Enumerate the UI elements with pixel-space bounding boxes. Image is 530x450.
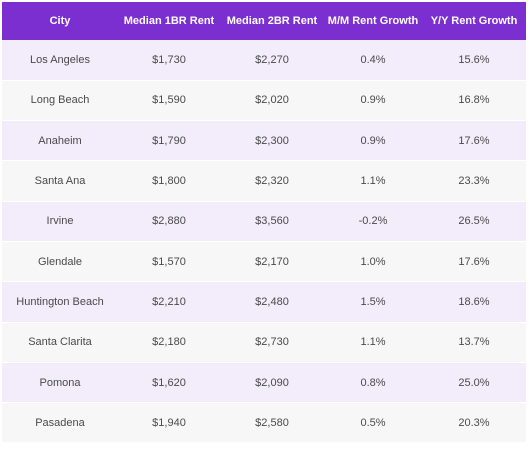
table-row: Long Beach $1,590 $2,020 0.9% 16.8% [2, 80, 526, 122]
cell-city: Irvine [2, 201, 118, 242]
cell-city: Santa Clarita [2, 322, 118, 363]
cell-yy-rent-growth: 18.6% [422, 281, 526, 323]
cell-yy-rent-growth: 25.0% [422, 362, 526, 404]
cell-yy-rent-growth: 23.3% [422, 160, 526, 202]
cell-city: Glendale [2, 241, 118, 283]
table-row: Glendale $1,570 $2,170 1.0% 17.6% [2, 241, 526, 283]
cell-mm-rent-growth: 1.1% [324, 160, 422, 202]
table-body: Los Angeles $1,730 $2,270 0.4% 15.6% Long Bea… [2, 40, 526, 444]
cell-mm-rent-growth: 0.8% [324, 362, 422, 404]
cell-median-2br-rent: $2,020 [220, 80, 324, 122]
header-yy-rent-growth: Y/Y Rent Growth [430, 15, 518, 27]
cell-city: Anaheim [2, 120, 118, 162]
table-row: Santa Clarita $2,180 $2,730 1.1% 13.7% [2, 322, 526, 363]
cell-city: Pomona [2, 362, 118, 404]
cell-median-2br-rent: $2,090 [220, 362, 324, 404]
cell-median-2br-rent: $3,560 [220, 201, 324, 242]
table-row: Irvine $2,880 $3,560 -0.2% 26.5% [2, 201, 526, 242]
cell-yy-rent-growth: 15.6% [422, 40, 526, 81]
cell-median-1br-rent: $1,940 [118, 402, 220, 444]
table-row: Pomona $1,620 $2,090 0.8% 25.0% [2, 362, 526, 404]
table-row: Anaheim $1,790 $2,300 0.9% 17.6% [2, 120, 526, 162]
header-mm-rent-growth: M/M Rent Growth [327, 15, 419, 27]
cell-median-1br-rent: $2,180 [118, 322, 220, 363]
cell-yy-rent-growth: 17.6% [422, 120, 526, 162]
cell-city: Huntington Beach [2, 281, 118, 323]
cell-yy-rent-growth: 17.6% [422, 241, 526, 283]
rent-table: City Median 1BR Rent Median 2BR Rent M/M… [2, 2, 526, 444]
cell-median-2br-rent: $2,300 [220, 120, 324, 162]
table-row: Los Angeles $1,730 $2,270 0.4% 15.6% [2, 40, 526, 81]
cell-mm-rent-growth: 1.0% [324, 241, 422, 283]
cell-median-1br-rent: $1,790 [118, 120, 220, 162]
cell-median-1br-rent: $1,620 [118, 362, 220, 404]
table-row: Pasadena $1,940 $2,580 0.5% 20.3% [2, 402, 526, 444]
cell-median-1br-rent: $2,210 [118, 281, 220, 323]
cell-city: Long Beach [2, 80, 118, 122]
cell-median-1br-rent: $1,590 [118, 80, 220, 122]
cell-mm-rent-growth: 1.5% [324, 281, 422, 323]
rent-table-container: City Median 1BR Rent Median 2BR Rent M/M… [2, 2, 526, 444]
cell-mm-rent-growth: 1.1% [324, 322, 422, 363]
cell-median-1br-rent: $1,730 [118, 40, 220, 81]
cell-median-2br-rent: $2,480 [220, 281, 324, 323]
cell-median-1br-rent: $1,800 [118, 160, 220, 202]
cell-median-1br-rent: $2,880 [118, 201, 220, 242]
cell-yy-rent-growth: 16.8% [422, 80, 526, 122]
cell-median-2br-rent: $2,270 [220, 40, 324, 81]
cell-city: Pasadena [2, 402, 118, 444]
cell-median-2br-rent: $2,170 [220, 241, 324, 283]
table-row: Huntington Beach $2,210 $2,480 1.5% 18.6% [2, 281, 526, 323]
table-header: City Median 1BR Rent Median 2BR Rent M/M… [2, 2, 526, 40]
cell-mm-rent-growth: 0.9% [324, 80, 422, 122]
cell-median-1br-rent: $1,570 [118, 241, 220, 283]
cell-yy-rent-growth: 20.3% [422, 402, 526, 444]
header-row: City Median 1BR Rent Median 2BR Rent M/M… [2, 2, 526, 40]
cell-median-2br-rent: $2,730 [220, 322, 324, 363]
cell-yy-rent-growth: 26.5% [422, 201, 526, 242]
header-median-2br-rent: Median 2BR Rent [226, 15, 318, 27]
cell-city: Santa Ana [2, 160, 118, 202]
header-city: City [49, 15, 71, 27]
cell-mm-rent-growth: 0.9% [324, 120, 422, 162]
cell-mm-rent-growth: 0.5% [324, 402, 422, 444]
table-row: Santa Ana $1,800 $2,320 1.1% 23.3% [2, 160, 526, 202]
cell-median-2br-rent: $2,580 [220, 402, 324, 444]
header-median-1br-rent: Median 1BR Rent [123, 15, 215, 27]
cell-mm-rent-growth: 0.4% [324, 40, 422, 81]
cell-city: Los Angeles [2, 40, 118, 81]
cell-yy-rent-growth: 13.7% [422, 322, 526, 363]
cell-median-2br-rent: $2,320 [220, 160, 324, 202]
cell-mm-rent-growth: -0.2% [324, 201, 422, 242]
